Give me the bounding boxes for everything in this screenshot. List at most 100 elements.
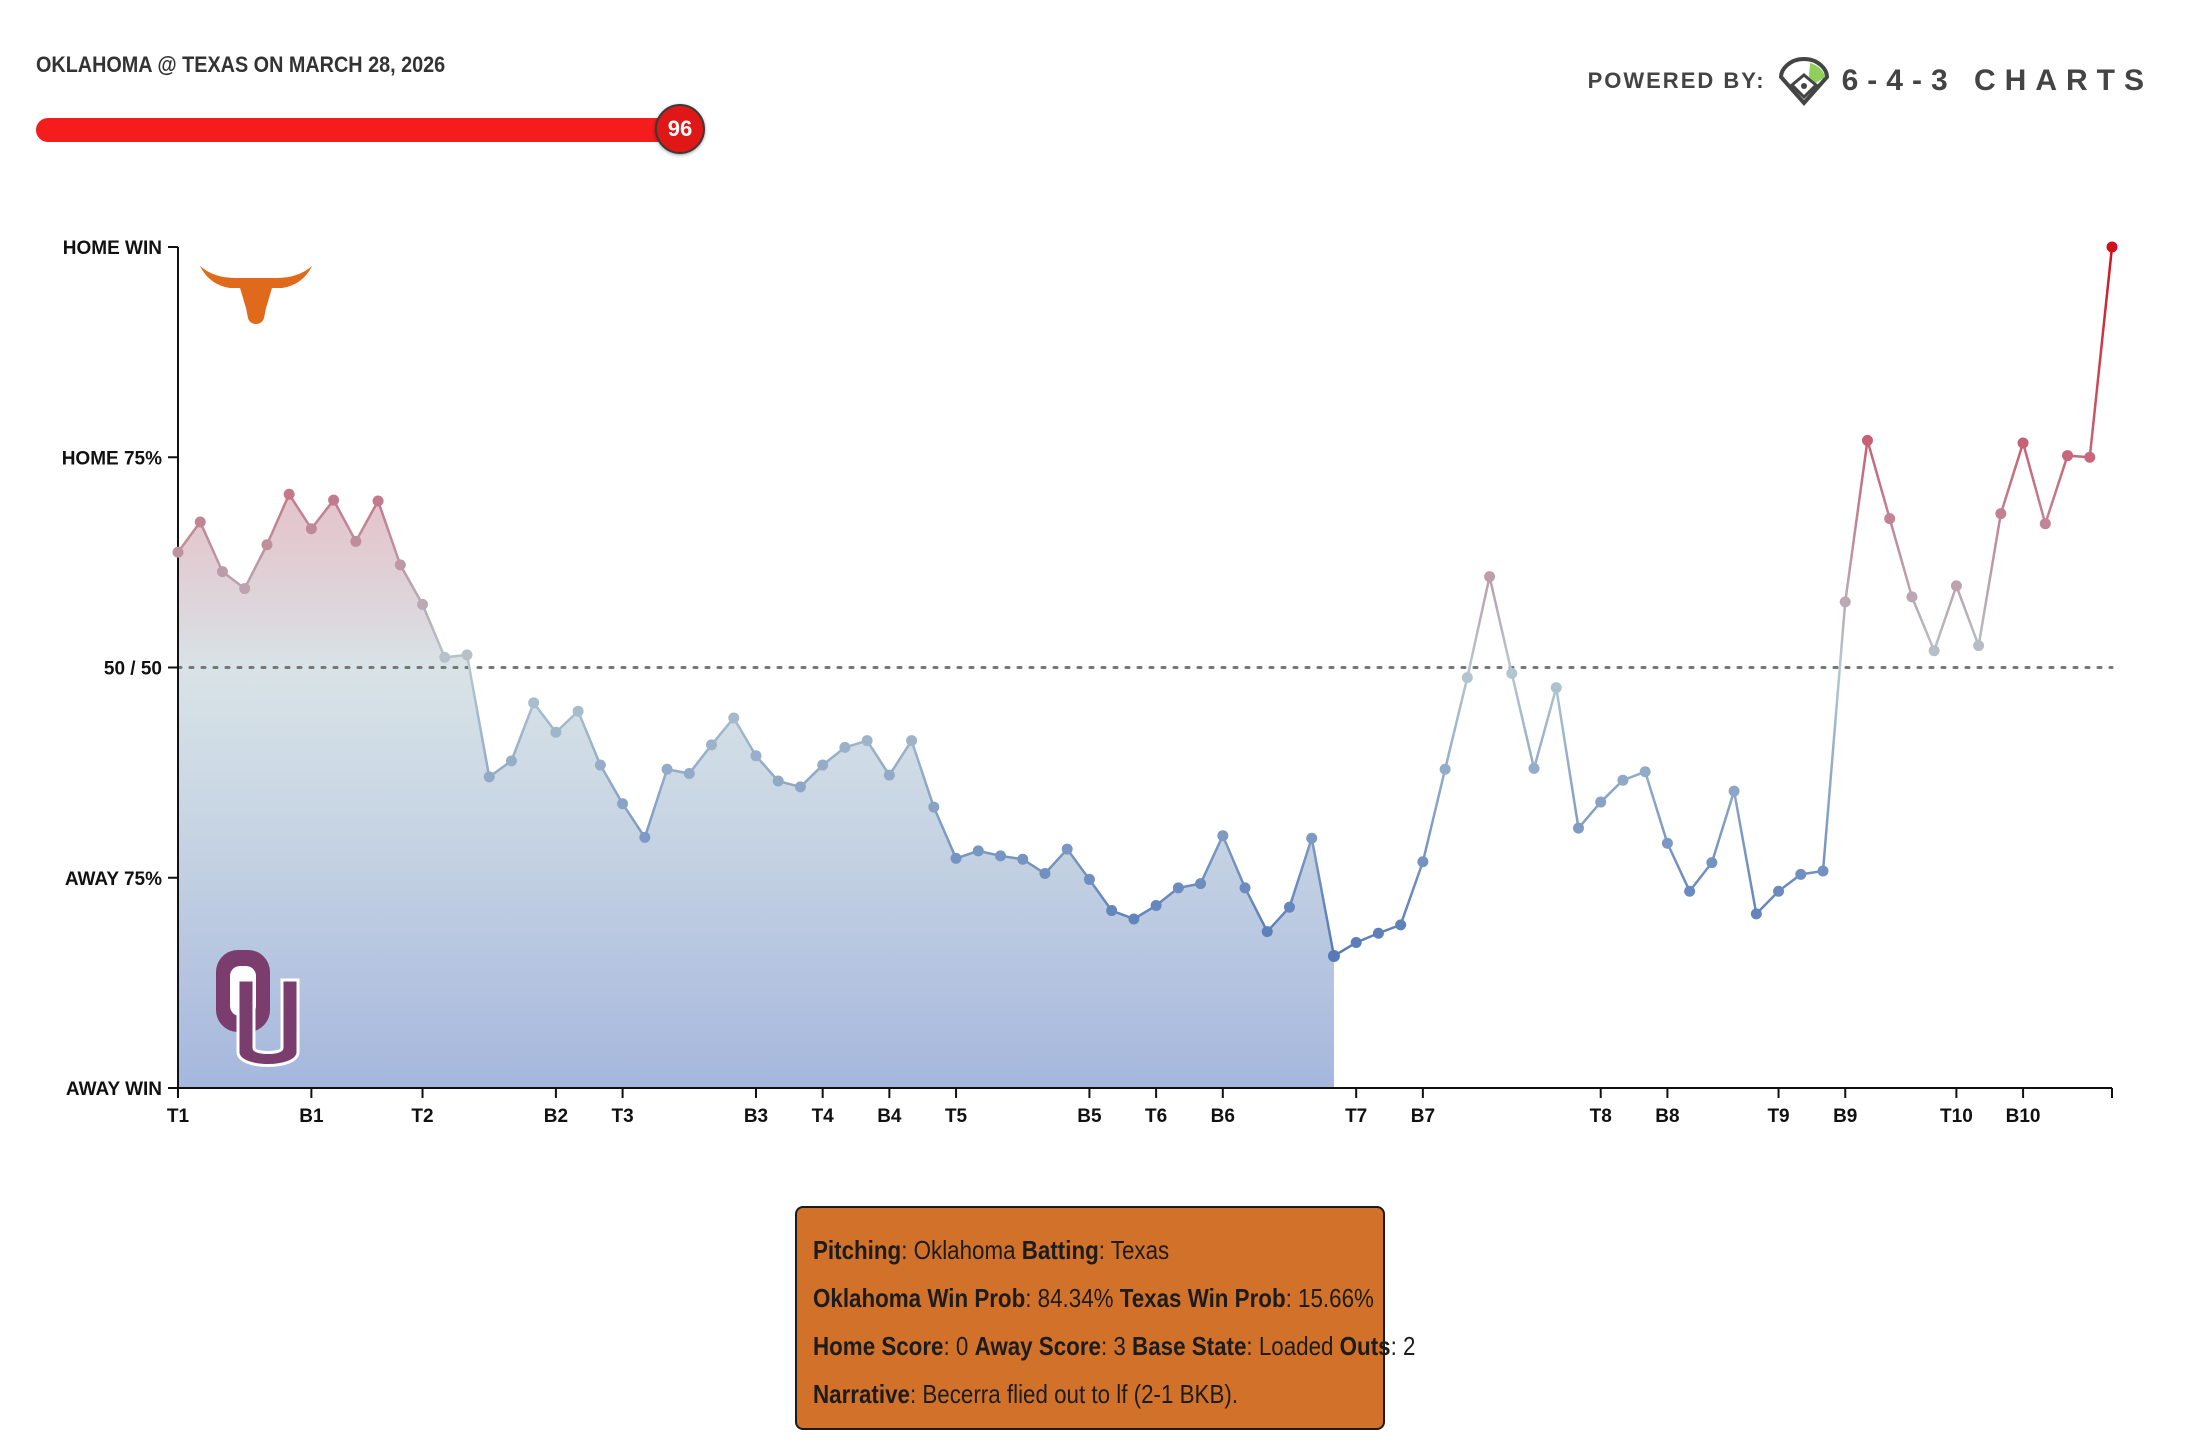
play-point[interactable]	[794, 781, 806, 793]
play-point[interactable]	[1417, 856, 1429, 868]
play-point[interactable]	[617, 798, 629, 810]
play-point[interactable]	[1773, 885, 1785, 897]
play-point[interactable]	[372, 495, 384, 507]
play-point[interactable]	[439, 651, 451, 663]
play-point[interactable]	[750, 750, 762, 762]
play-point[interactable]	[1706, 857, 1718, 869]
play-point[interactable]	[1506, 667, 1518, 679]
play-point[interactable]	[1128, 913, 1140, 925]
play-point[interactable]	[550, 726, 562, 738]
tooltip-row-matchup: Pitching: Oklahoma Batting: Texas	[813, 1235, 1170, 1265]
play-point[interactable]	[2062, 450, 2074, 462]
play-point[interactable]	[261, 539, 273, 551]
play-point[interactable]	[1995, 508, 2007, 520]
play-point[interactable]	[928, 801, 940, 813]
play-point[interactable]	[239, 582, 251, 594]
play-point[interactable]	[2039, 518, 2051, 530]
play-point[interactable]	[1261, 926, 1273, 938]
play-point[interactable]	[2106, 241, 2118, 253]
x-tick-label: B10	[2006, 1106, 2041, 1127]
play-point[interactable]	[1684, 885, 1696, 897]
play-point[interactable]	[216, 566, 228, 578]
tooltip-row-probabilities: Oklahoma Win Prob: 84.34% Texas Win Prob…	[813, 1283, 1374, 1313]
play-point[interactable]	[283, 488, 295, 500]
play-point[interactable]	[1861, 434, 1873, 446]
play-point[interactable]	[2017, 437, 2029, 449]
slider-handle[interactable]: 96	[655, 104, 705, 154]
selected-play-point[interactable]	[1327, 949, 1340, 962]
play-point[interactable]	[728, 712, 740, 724]
play-point[interactable]	[1106, 905, 1118, 917]
play-point[interactable]	[1973, 640, 1985, 652]
play-point[interactable]	[394, 559, 406, 571]
play-point[interactable]	[906, 735, 918, 747]
y-tick-label: HOME WIN	[63, 238, 162, 259]
play-point[interactable]	[1083, 873, 1095, 885]
play-point[interactable]	[1172, 882, 1184, 894]
play-point[interactable]	[1817, 865, 1829, 877]
play-point[interactable]	[1350, 937, 1362, 949]
play-point[interactable]	[1283, 901, 1295, 913]
play-point[interactable]	[1372, 927, 1384, 939]
play-point[interactable]	[1928, 645, 1940, 657]
play-point[interactable]	[661, 763, 673, 775]
play-point[interactable]	[1750, 908, 1762, 920]
play-point[interactable]	[1061, 843, 1073, 855]
play-point[interactable]	[1150, 900, 1162, 912]
play-point[interactable]	[861, 735, 873, 747]
play-point[interactable]	[572, 705, 584, 717]
play-point[interactable]	[350, 535, 362, 547]
play-point[interactable]	[528, 697, 540, 709]
play-point[interactable]	[2084, 451, 2096, 463]
play-point[interactable]	[1639, 766, 1651, 778]
play-point[interactable]	[839, 741, 851, 753]
play-point[interactable]	[1795, 868, 1807, 880]
play-point[interactable]	[683, 767, 695, 779]
play-point[interactable]	[1617, 774, 1629, 786]
play-point[interactable]	[461, 649, 473, 661]
play-point[interactable]	[1572, 822, 1584, 834]
play-point[interactable]	[1839, 596, 1851, 608]
x-tick-label: B8	[1655, 1106, 1679, 1127]
y-tick-label: HOME 75%	[62, 448, 162, 469]
play-point[interactable]	[1595, 796, 1607, 808]
play-point[interactable]	[772, 775, 784, 787]
play-point[interactable]	[1484, 571, 1496, 583]
play-point[interactable]	[950, 852, 962, 864]
play-point[interactable]	[883, 769, 895, 781]
play-point[interactable]	[972, 845, 984, 857]
play-point[interactable]	[1884, 513, 1896, 525]
play-point[interactable]	[1239, 882, 1251, 894]
play-point[interactable]	[483, 771, 495, 783]
play-point[interactable]	[1550, 682, 1562, 694]
play-point[interactable]	[1461, 672, 1473, 684]
play-point[interactable]	[172, 546, 184, 558]
x-tick-label: T7	[1345, 1106, 1367, 1127]
win-probability-slider[interactable]: 96	[36, 104, 726, 154]
x-tick-label: T6	[1145, 1106, 1167, 1127]
play-point[interactable]	[1195, 878, 1207, 890]
play-point[interactable]	[1950, 580, 1962, 592]
play-point[interactable]	[1306, 832, 1318, 844]
play-point[interactable]	[194, 516, 206, 528]
ou-monogram-icon	[216, 950, 300, 1067]
play-point[interactable]	[639, 831, 651, 843]
play-point[interactable]	[505, 755, 517, 767]
play-point[interactable]	[1395, 919, 1407, 931]
play-point[interactable]	[995, 850, 1007, 862]
play-point[interactable]	[1017, 853, 1029, 865]
play-point[interactable]	[706, 739, 718, 751]
play-point[interactable]	[417, 598, 429, 610]
play-point[interactable]	[1661, 837, 1673, 849]
play-point[interactable]	[817, 759, 829, 771]
play-point[interactable]	[1728, 785, 1740, 797]
play-point[interactable]	[1528, 762, 1540, 774]
play-point[interactable]	[1906, 591, 1918, 603]
play-point[interactable]	[594, 759, 606, 771]
play-point[interactable]	[328, 494, 340, 506]
play-point[interactable]	[305, 523, 317, 535]
play-point[interactable]	[1039, 868, 1051, 880]
play-point[interactable]	[1217, 830, 1229, 842]
play-point[interactable]	[1439, 763, 1451, 775]
